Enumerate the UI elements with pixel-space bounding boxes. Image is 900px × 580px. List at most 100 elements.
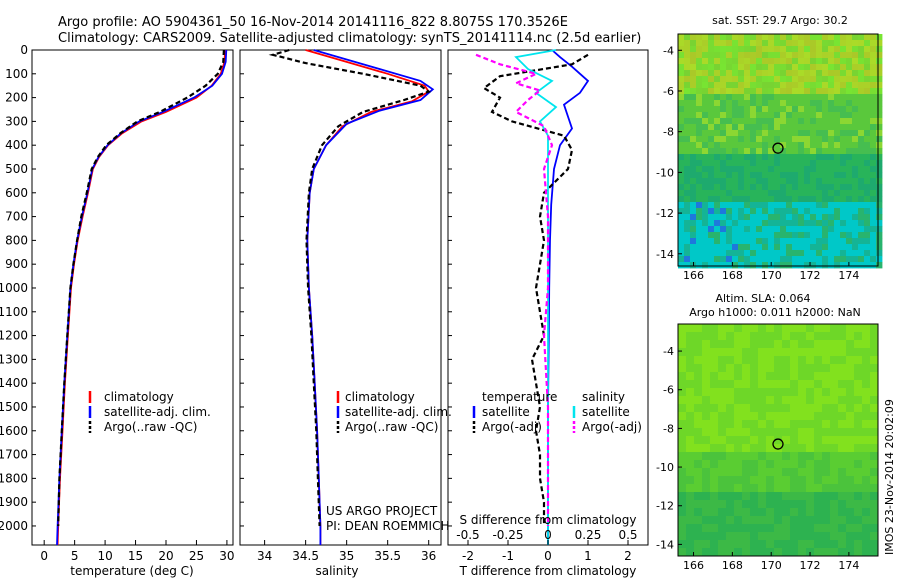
map-cell xyxy=(678,232,685,239)
map-cell xyxy=(732,106,739,113)
map-cell xyxy=(822,160,829,167)
map-cell xyxy=(774,500,783,509)
map-cell xyxy=(782,340,791,349)
map-cell xyxy=(790,412,799,421)
map-cell xyxy=(858,124,865,131)
map-cell xyxy=(798,190,805,197)
map-cell xyxy=(694,356,703,365)
map-cell xyxy=(792,76,799,83)
map-cell xyxy=(846,256,853,263)
map-cell xyxy=(780,226,787,233)
map-cell xyxy=(822,364,831,373)
map-cell xyxy=(816,238,823,245)
map-cell xyxy=(876,178,883,185)
map-cell xyxy=(766,340,775,349)
map-cell xyxy=(834,256,841,263)
map-cell xyxy=(734,388,743,397)
map-cell xyxy=(766,548,775,557)
map-cell xyxy=(798,136,805,143)
map-cell xyxy=(828,94,835,101)
map-cell xyxy=(768,76,775,83)
map-cell xyxy=(804,202,811,209)
map-cell xyxy=(806,540,815,549)
map-cell xyxy=(774,136,781,143)
map-cell xyxy=(686,332,695,341)
map-cell xyxy=(766,492,775,501)
map-cell xyxy=(816,220,823,227)
map-cell xyxy=(702,372,711,381)
map-cell xyxy=(714,64,721,71)
map-cell xyxy=(782,396,791,405)
map-cell xyxy=(708,196,715,203)
map-cell xyxy=(804,76,811,83)
map-cell xyxy=(838,412,847,421)
map-cell xyxy=(798,100,805,107)
map-cell xyxy=(814,420,823,429)
map-cell xyxy=(714,202,721,209)
map-cell xyxy=(696,172,703,179)
map-cell xyxy=(864,136,871,143)
map-cell xyxy=(804,82,811,89)
map-cell xyxy=(726,532,735,541)
map-cell xyxy=(876,208,883,215)
map-cell xyxy=(768,178,775,185)
map-cell xyxy=(846,46,853,53)
map-cell xyxy=(786,70,793,77)
map-cell xyxy=(720,262,727,269)
map-cell xyxy=(858,208,865,215)
map-cell xyxy=(714,148,721,155)
map-cell xyxy=(694,364,703,373)
map-cell xyxy=(786,58,793,65)
map-cell xyxy=(804,250,811,257)
legend-label-satellite: satellite-adj. clim. xyxy=(104,405,211,419)
map-cell xyxy=(756,112,763,119)
map-cell xyxy=(804,256,811,263)
map-cell xyxy=(742,508,751,517)
map-cell xyxy=(774,492,783,501)
map-cell xyxy=(840,118,847,125)
map-cell xyxy=(744,82,751,89)
map-cell xyxy=(822,256,829,263)
map-cell xyxy=(870,160,877,167)
s-tick-label: 0.25 xyxy=(575,528,602,542)
map-cell xyxy=(720,226,727,233)
map-cell xyxy=(686,420,695,429)
map-cell xyxy=(744,118,751,125)
map-cell xyxy=(684,58,691,65)
map-cell xyxy=(876,118,883,125)
map-cell xyxy=(822,46,829,53)
map-cell xyxy=(696,256,703,263)
map-cell xyxy=(846,452,855,461)
map-cell xyxy=(840,250,847,257)
map-cell xyxy=(870,500,879,509)
map-cell xyxy=(846,436,855,445)
map-cell xyxy=(822,88,829,95)
map-cell xyxy=(678,324,687,333)
map-cell xyxy=(720,250,727,257)
map-cell xyxy=(806,468,815,477)
map-cell xyxy=(780,166,787,173)
map-cell xyxy=(806,532,815,541)
map-cell xyxy=(852,70,859,77)
map-cell xyxy=(804,106,811,113)
map-cell xyxy=(768,118,775,125)
map-cell xyxy=(726,94,733,101)
map-cell xyxy=(876,226,883,233)
map-cell xyxy=(790,484,799,493)
map-cell xyxy=(828,76,835,83)
map-cell xyxy=(798,52,805,59)
map-cell xyxy=(828,112,835,119)
map-cell xyxy=(744,154,751,161)
map-cell xyxy=(686,348,695,357)
map-cell xyxy=(756,82,763,89)
map-cell xyxy=(876,130,883,137)
map-cell xyxy=(852,154,859,161)
map-cell xyxy=(750,214,757,221)
map-cell xyxy=(854,372,863,381)
map-cell xyxy=(702,166,709,173)
map-cell xyxy=(774,476,783,485)
map-cell xyxy=(684,82,691,89)
map-cell xyxy=(814,348,823,357)
map-cell xyxy=(686,540,695,549)
map-cell xyxy=(756,100,763,107)
